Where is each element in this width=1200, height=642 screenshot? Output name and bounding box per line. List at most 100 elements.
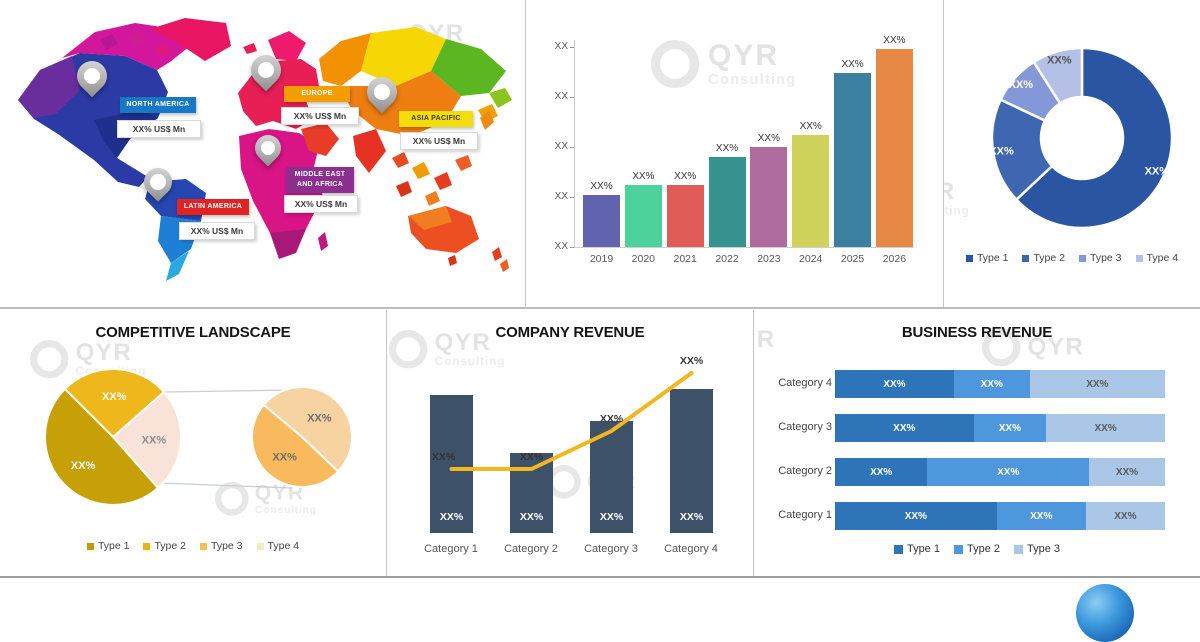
bar-column: XX%: [875, 35, 913, 247]
y-tick: [570, 197, 574, 198]
y-tick-label: XX: [554, 41, 568, 52]
x-tick-label: 2025: [840, 253, 865, 265]
y-axis: [574, 40, 575, 247]
region-value: XX% US$ Mn: [284, 195, 358, 213]
bars-area: XX% XX% XX% XX% XX% XX% XX% XX%: [583, 35, 913, 247]
vertical-divider: [753, 310, 754, 576]
bar-segment: XX%: [1046, 414, 1165, 442]
infographic-stage: QYR: [0, 0, 1200, 600]
pie-slice: [44, 387, 160, 506]
legend-item: Type 1: [893, 543, 940, 555]
stacked-bar: XX% XX% XX%: [835, 370, 1165, 398]
y-tick: [570, 97, 574, 98]
legend-item: Type 2: [143, 540, 186, 552]
bar-segment: XX%: [835, 414, 974, 442]
bar-column: XX%: [624, 171, 662, 247]
x-tick-label: Category 4: [664, 543, 718, 555]
bar-value-label: XX%: [632, 171, 655, 182]
legend-label: Type 4: [1146, 252, 1179, 264]
connector-line: [159, 482, 293, 489]
x-tick-label: 2020: [631, 253, 656, 265]
revenue-line: [449, 371, 694, 471]
bar-segment: XX%: [973, 414, 1047, 442]
watermark-subtitle: Consulting: [434, 354, 506, 368]
bar: [624, 185, 662, 247]
region-label: NORTH AMERICA: [120, 97, 196, 114]
category-label: Category 3: [778, 421, 832, 433]
bar: [583, 195, 620, 247]
bar-value-label: XX%: [439, 511, 464, 523]
y-tick-label: XX: [554, 91, 568, 102]
bar-segment: XX%: [953, 370, 1030, 398]
bar-segment: XX%: [1029, 370, 1165, 398]
legend-item: Type 3: [1014, 543, 1060, 555]
company-revenue-panel: QYR Consulting QYR COMPANY REVENUE XX%Ca…: [387, 310, 753, 576]
legend-swatch: [1014, 544, 1024, 554]
bar-value-label: XX%: [715, 143, 739, 154]
bar-value-label: XX%: [757, 133, 780, 144]
pie-slice-label: XX%: [307, 413, 332, 425]
line-value-label: XX%: [431, 451, 456, 463]
bar: [708, 157, 746, 247]
horizontal-divider: [0, 307, 1200, 309]
pie-slice-label: XX%: [102, 391, 127, 403]
bar-value-label: XX%: [674, 171, 697, 182]
region-value: XX% US$ Mn: [117, 120, 201, 138]
bar-column: XX%: [708, 143, 746, 247]
bar-value-label: XX%: [599, 511, 624, 523]
donut-segment: [1032, 46, 1084, 106]
x-tick-label: 2019: [589, 253, 614, 265]
business-legend: Type 1 Type 2 Type 3: [754, 543, 1200, 555]
legend-label: Type 3: [1090, 252, 1122, 264]
horizontal-divider: [0, 576, 1200, 578]
x-tick-label: Category 2: [504, 543, 558, 555]
legend-label: Type 1: [976, 252, 1009, 264]
line-value-label: XX%: [679, 355, 704, 367]
globe-logo-icon: [1076, 584, 1134, 642]
category-label: Category 4: [778, 377, 832, 389]
legend-item: Type 2: [1022, 252, 1065, 264]
legend-item: Type 4: [1135, 252, 1179, 264]
bar: [792, 135, 830, 247]
bar-column: XX%: [792, 121, 830, 247]
pie-slice: [63, 368, 166, 439]
legend-label: Type 1: [97, 540, 130, 552]
pie-slice: [262, 386, 353, 473]
y-tick-label: XX: [554, 141, 568, 152]
business-revenue-title: BUSINESS REVENUE: [901, 324, 1053, 341]
region-value: XX% US$ Mn: [179, 222, 255, 240]
bar: [875, 49, 913, 247]
legend-item: Type 3: [200, 540, 243, 552]
bar-value-label: XX%: [841, 59, 864, 70]
vertical-divider: [525, 0, 526, 307]
line-value-label: XX%: [519, 451, 544, 463]
donut-segment-label: XX%: [1047, 55, 1072, 67]
y-tick-label: XX: [554, 241, 568, 252]
legend-swatch: [953, 544, 963, 554]
donut-legend: Type 1 Type 2 Type 3 Type 4: [944, 252, 1200, 264]
y-tick: [570, 247, 574, 248]
y-tick-label: XX: [554, 191, 568, 202]
bar-segment: XX%: [835, 370, 954, 398]
legend-label: Type 4: [267, 540, 300, 552]
pie-of-pie-chart: XX% XX% XX% XX% XX%: [44, 368, 353, 506]
pie-slice-label: XX%: [142, 435, 167, 447]
competitive-landscape-panel: QYR Consulting QYR Consulting COMPETITIV…: [0, 310, 386, 576]
region-value: XX% US$ Mn: [281, 107, 359, 125]
x-labels: 2019 2020 2021 2022 2023 2024 2025 2026: [583, 253, 913, 265]
stacked-bar: XX% XX% XX%: [835, 414, 1165, 442]
legend-label: Type 3: [211, 540, 243, 552]
legend-swatch: [965, 254, 973, 262]
bar-segment: XX%: [835, 458, 928, 486]
x-tick-label: 2023: [757, 253, 781, 265]
bar: [834, 73, 872, 247]
connector-line: [163, 389, 297, 393]
donut-chart: XX% XX% XX% XX%: [989, 46, 1174, 230]
pie-slice-label: XX%: [272, 451, 297, 463]
legend-label: Type 2: [966, 543, 1001, 555]
legend-swatch: [1022, 254, 1030, 262]
legend-swatch: [256, 542, 264, 550]
region-label: LATIN AMERICA: [177, 199, 249, 216]
legend-label: Type 3: [1027, 543, 1061, 555]
legend-swatch: [1079, 254, 1086, 262]
